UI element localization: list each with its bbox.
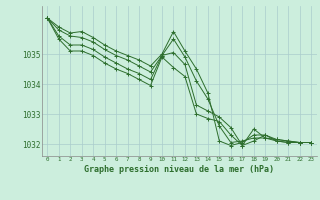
X-axis label: Graphe pression niveau de la mer (hPa): Graphe pression niveau de la mer (hPa) (84, 165, 274, 174)
